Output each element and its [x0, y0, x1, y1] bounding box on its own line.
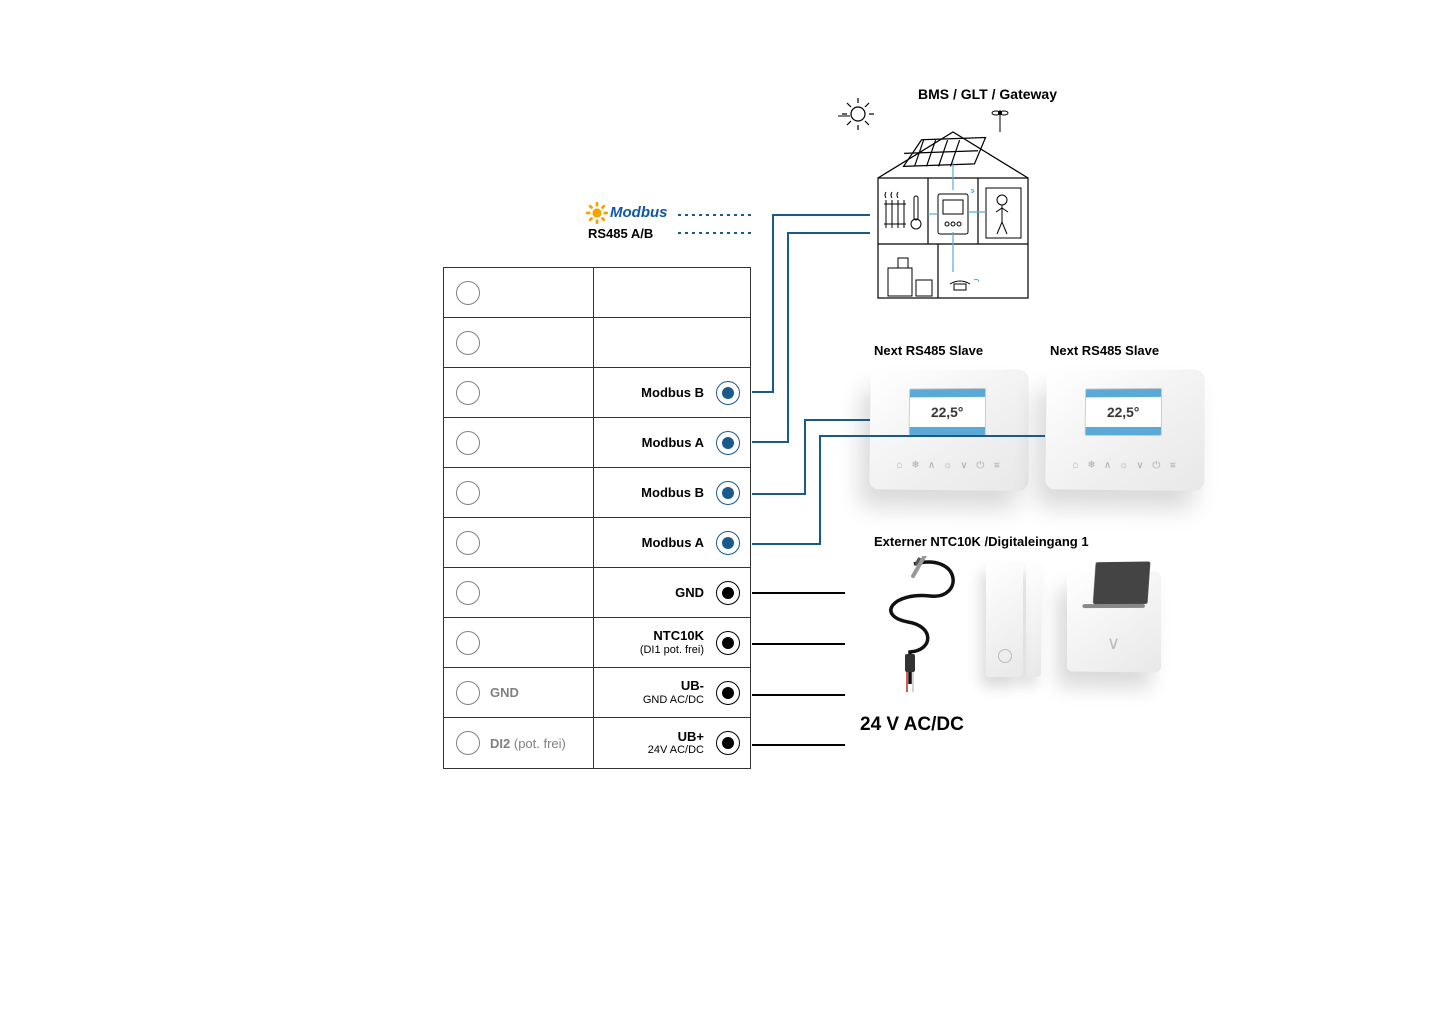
terminal-hole-icon	[456, 681, 480, 705]
slave-device-1: 22,5° ⌂❄∧☼∨⏻≡	[869, 369, 1028, 491]
slave-temp-display: 22,5°	[910, 397, 985, 427]
temperature-probe-icon	[874, 556, 964, 696]
terminal-right: UB-GND AC/DC	[594, 668, 750, 717]
slave-temp-display: 22,5°	[1086, 397, 1161, 427]
terminal-hole-icon	[456, 731, 480, 755]
terminal-row: DI2 (pot. frei) UB+24V AC/DC	[444, 718, 750, 768]
modbus-brand-label: Modbus	[610, 204, 668, 221]
terminal-left	[444, 518, 594, 567]
terminal-right-label: UB-GND AC/DC	[643, 678, 704, 707]
terminal-hole-icon	[716, 531, 740, 555]
terminal-right-label: UB+24V AC/DC	[648, 729, 704, 758]
terminal-hole-icon	[456, 631, 480, 655]
card-reader-icon: ∨	[1067, 571, 1161, 672]
terminal-left	[444, 318, 594, 367]
terminal-hole-icon	[716, 381, 740, 405]
terminal-hole-icon	[456, 331, 480, 355]
terminal-right-label: GND	[675, 585, 704, 601]
terminal-left	[444, 568, 594, 617]
terminal-right: GND	[594, 568, 750, 617]
terminal-row	[444, 318, 750, 368]
modbus-gear-icon	[586, 202, 608, 224]
terminal-right: NTC10K(DI1 pot. frei)	[594, 618, 750, 667]
ntc-di-label: Externer NTC10K /Digitaleingang 1	[874, 534, 1089, 549]
terminal-right-label: Modbus B	[641, 385, 704, 401]
slave2-label: Next RS485 Slave	[1050, 343, 1159, 358]
terminal-left	[444, 418, 594, 467]
terminal-left-label: DI2 (pot. frei)	[490, 736, 566, 751]
terminal-left	[444, 618, 594, 667]
terminal-row: Modbus B	[444, 468, 750, 518]
terminal-right-label: Modbus A	[642, 435, 704, 451]
terminal-right: Modbus A	[594, 518, 750, 567]
slave-device-screen: 22,5°	[1085, 388, 1162, 436]
terminal-hole-icon	[456, 281, 480, 305]
terminal-row: NTC10K(DI1 pot. frei)	[444, 618, 750, 668]
terminal-hole-icon	[716, 581, 740, 605]
terminal-left: DI2 (pot. frei)	[444, 718, 594, 768]
slave-device-screen: 22,5°	[909, 388, 986, 436]
terminal-hole-icon	[456, 531, 480, 555]
terminal-hole-icon	[716, 481, 740, 505]
slave-button-row: ⌂❄∧☼∨⏻≡	[1070, 460, 1179, 473]
terminal-left	[444, 368, 594, 417]
terminal-hole-icon	[716, 681, 740, 705]
terminal-right-label: Modbus B	[641, 485, 704, 501]
terminal-right: Modbus A	[594, 418, 750, 467]
voltage-label: 24 V AC/DC	[860, 714, 964, 736]
terminal-left	[444, 468, 594, 517]
slave1-label: Next RS485 Slave	[874, 343, 983, 358]
terminal-hole-icon	[456, 581, 480, 605]
terminal-row: GND UB-GND AC/DC	[444, 668, 750, 718]
terminal-row: Modbus B	[444, 368, 750, 418]
terminal-hole-icon	[456, 431, 480, 455]
terminal-block: Modbus B Modbus A Modbus B Modbus A GND NTC10…	[443, 267, 751, 769]
terminal-row: GND	[444, 568, 750, 618]
terminal-right: UB+24V AC/DC	[594, 718, 750, 768]
terminal-right-label: Modbus A	[642, 535, 704, 551]
terminal-right	[594, 268, 750, 317]
terminal-left	[444, 268, 594, 317]
terminal-row	[444, 268, 750, 318]
terminal-right: Modbus B	[594, 468, 750, 517]
terminal-hole-icon	[716, 431, 740, 455]
terminal-right	[594, 318, 750, 367]
terminal-row: Modbus A	[444, 418, 750, 468]
rs485-label: RS485 A/B	[588, 226, 653, 241]
window-contact-icon	[986, 562, 1041, 677]
terminal-hole-icon	[716, 731, 740, 755]
terminal-right: Modbus B	[594, 368, 750, 417]
terminal-left-label: GND	[490, 685, 519, 700]
slave-device-2: 22,5° ⌂❄∧☼∨⏻≡	[1045, 369, 1204, 491]
terminal-hole-icon	[456, 381, 480, 405]
slave-button-row: ⌂❄∧☼∨⏻≡	[894, 460, 1003, 473]
terminal-hole-icon	[456, 481, 480, 505]
terminal-left: GND	[444, 668, 594, 717]
terminal-hole-icon	[716, 631, 740, 655]
bms-house-icon	[838, 92, 1038, 312]
terminal-right-label: NTC10K(DI1 pot. frei)	[640, 628, 704, 657]
terminal-row: Modbus A	[444, 518, 750, 568]
